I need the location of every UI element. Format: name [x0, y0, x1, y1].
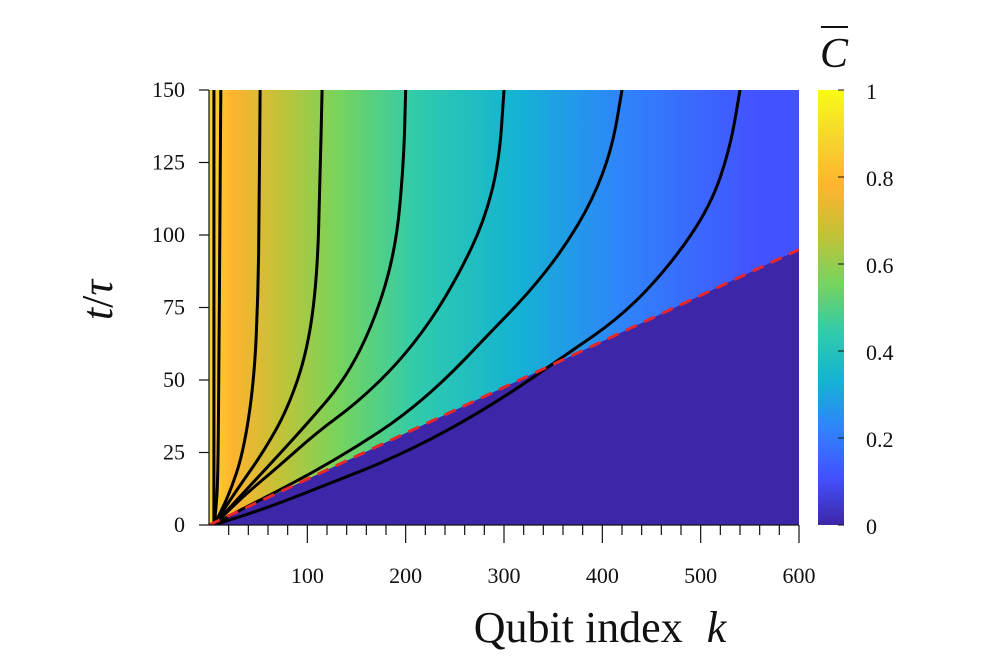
- colorbar-tick-label: 0: [866, 514, 877, 539]
- contour-line: [212, 90, 506, 525]
- colorbar-ticks: 0 0.2 0.4 0.6 0.8 1: [838, 79, 894, 539]
- colorbar-tick-label: 1: [866, 79, 877, 104]
- colorbar-tick-label: 0.8: [866, 166, 894, 191]
- contour-line: [212, 90, 408, 525]
- heatmap-field: [209, 90, 799, 525]
- y-tick-label: 75: [163, 295, 185, 320]
- axes: 100 200 300 400 500 600 0 25 50 75 100 125 150: [152, 77, 816, 588]
- x-axis-label: Qubit index k: [474, 603, 728, 652]
- colorbar-tick-label: 0.6: [866, 253, 894, 278]
- y-tick-label: 50: [163, 367, 185, 392]
- y-tick-label: 0: [174, 512, 185, 537]
- y-tick-label: 150: [152, 77, 185, 102]
- x-tick-label: 400: [586, 563, 619, 588]
- y-ticks: 0 25 50 75 100 125 150: [152, 77, 209, 537]
- colorbar-title: C: [820, 31, 849, 77]
- y-axis-label-numerator: t: [73, 306, 122, 320]
- y-tick-label: 25: [163, 440, 185, 465]
- contour-lines: [212, 90, 742, 525]
- colorbar-gradient: [818, 90, 844, 525]
- contour-line: [212, 90, 262, 525]
- contour-line: [212, 90, 624, 525]
- x-tick-label: 500: [684, 563, 717, 588]
- y-axis-label-slash: /: [73, 295, 122, 308]
- colorbar-tick-label: 0.4: [866, 340, 894, 365]
- y-axis-label-denominator: τ: [73, 278, 122, 296]
- contour-line: [212, 90, 223, 525]
- plot-area: [209, 90, 799, 525]
- colorbar-tick-label: 0.2: [866, 427, 894, 452]
- x-tick-label: 300: [488, 563, 521, 588]
- y-axis-label: t/τ: [73, 278, 122, 320]
- y-tick-label: 100: [152, 222, 185, 247]
- x-tick-label: 100: [291, 563, 324, 588]
- x-axis-label-variable: k: [707, 603, 728, 652]
- front-line: [209, 248, 799, 525]
- x-tick-label: 200: [389, 563, 422, 588]
- colorbar: 0 0.2 0.4 0.6 0.8 1 C: [818, 26, 894, 539]
- contour-line: [212, 90, 742, 525]
- y-tick-label: 125: [152, 150, 185, 175]
- x-tick-label: 600: [783, 563, 816, 588]
- x-axis-label-text: Qubit index: [474, 603, 683, 652]
- x-ticks: 100 200 300 400 500 600: [228, 525, 816, 588]
- contour-line: [212, 90, 324, 525]
